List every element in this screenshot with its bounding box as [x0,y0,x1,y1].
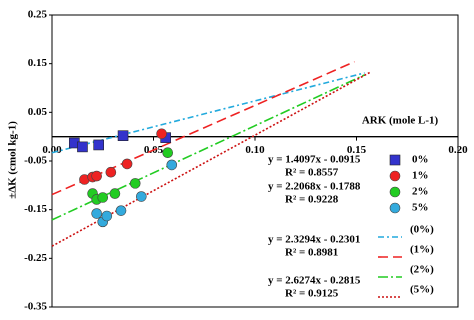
marker [105,166,117,178]
y-tick-label: -0.25 [24,252,47,264]
legend-marker [389,202,401,214]
r-squared: R² = 0.8981 [285,247,338,259]
trendline [51,60,355,196]
equation: y = 1.4097x - 0.0915 [268,154,361,166]
marker [101,210,113,222]
x-tick-label: 0.00 [42,144,62,156]
legend-label: (5%) [410,284,434,296]
marker [129,178,141,189]
x-tick-label: 0.10 [245,144,265,156]
legend-marker [389,154,401,166]
y-axis-title: ±ΔK (cmol kg-1) [7,121,19,199]
marker [117,130,129,141]
legend-label: 1% [412,170,429,182]
legend-label: 5% [412,202,429,214]
x-tick-label: 0.15 [347,144,367,156]
marker [156,128,167,140]
y-tick-label: 0.05 [28,106,48,118]
marker [162,147,174,159]
legend-label: 2% [412,186,429,198]
legend-label: (1%) [410,244,434,256]
y-tick-label: -0.35 [24,301,47,313]
legend-label: (0%) [410,224,434,236]
x-tick-label: 0.20 [448,144,468,156]
marker [115,205,127,216]
marker [136,191,147,202]
x-axis-title: ARK (mole L-1) [362,115,439,127]
legend-label: 0% [412,154,429,166]
trendline [51,72,365,154]
marker [93,139,104,151]
marker [97,192,109,203]
legend-marker [389,186,401,198]
y-tick-label: -0.05 [24,155,47,167]
y-tick-label: 0.25 [28,9,48,21]
r-squared: R² = 0.9125 [285,288,339,300]
equation: y = 2.2068x - 0.1788 [268,181,361,193]
legend-marker [389,170,401,182]
r-squared: R² = 0.8557 [285,167,339,179]
marker [91,208,102,219]
equation: y = 2.3294x - 0.2301 [268,234,360,246]
legend-label: (2%) [410,264,434,276]
marker [166,159,178,171]
marker [109,188,121,199]
y-tick-label: 0.15 [28,57,48,69]
marker [91,170,102,182]
marker [77,141,88,153]
equation: y = 2.6274x - 0.2815 [268,275,361,287]
r-squared: R² = 0.9228 [285,194,339,206]
y-tick-label: -0.15 [24,203,47,215]
marker [121,158,133,170]
